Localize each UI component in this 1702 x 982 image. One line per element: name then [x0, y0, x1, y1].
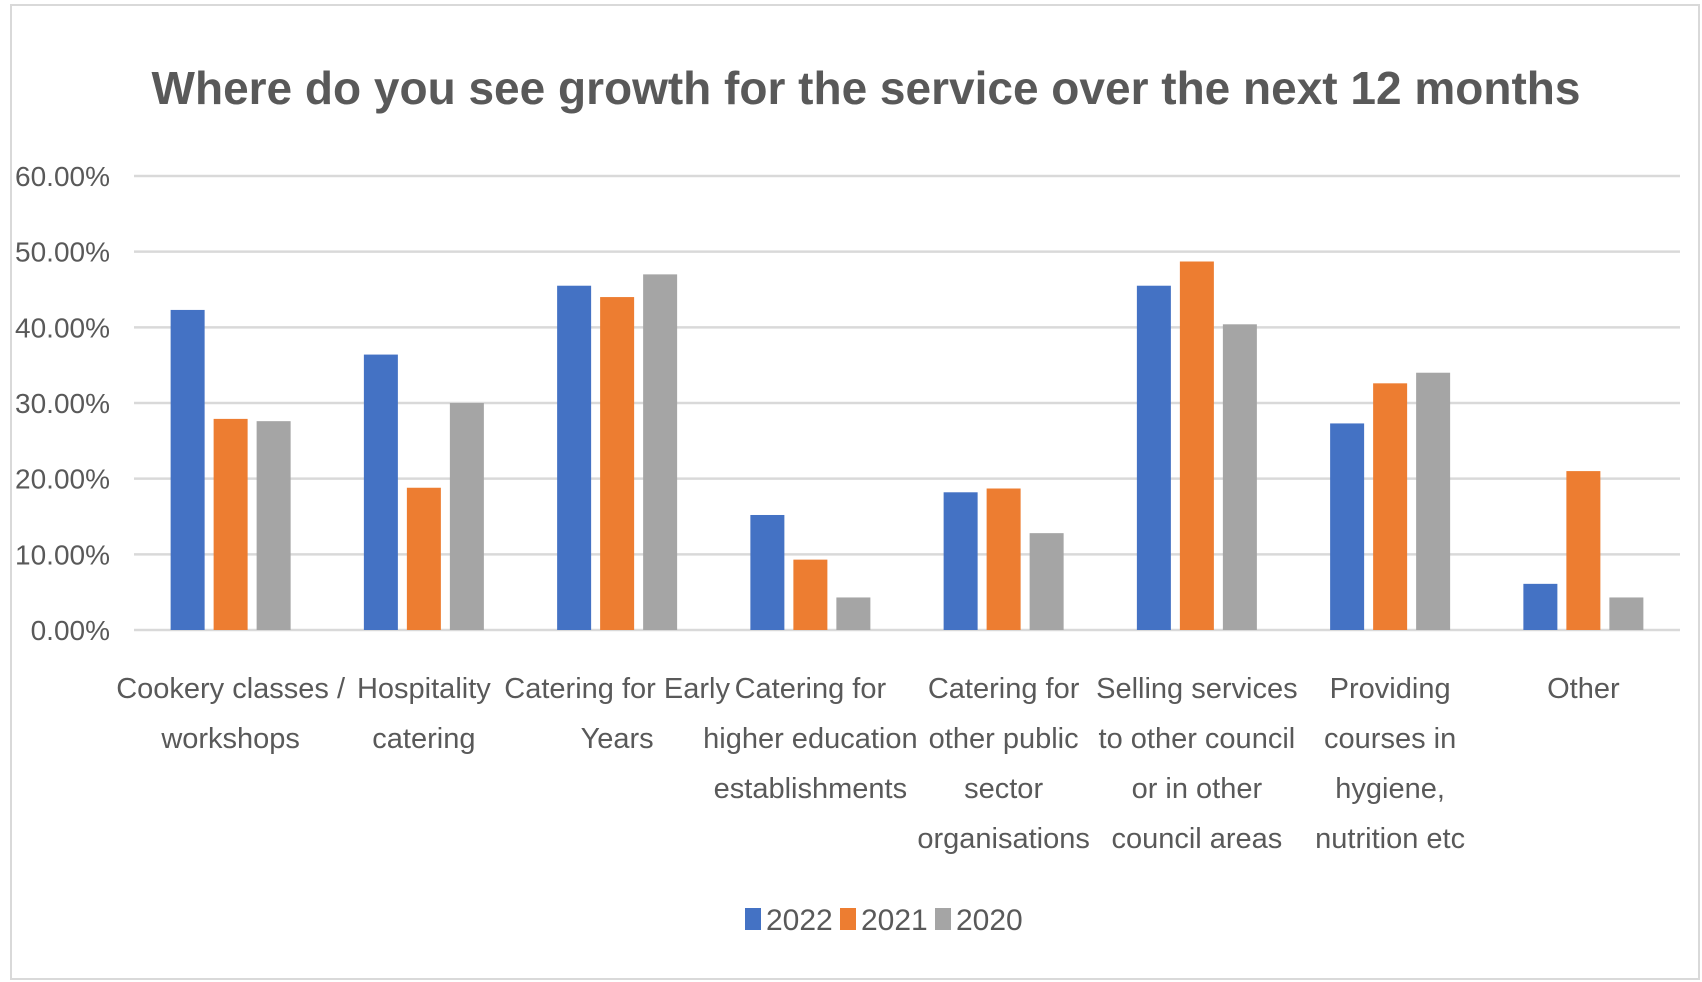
bar-2022-5 [1136, 285, 1171, 630]
bar-2020-6 [1416, 372, 1451, 630]
y-tick-label: 10.00% [15, 539, 110, 570]
bars [170, 261, 1644, 630]
bar-2021-6 [1373, 383, 1408, 630]
x-category-label: Selling services [1096, 673, 1297, 705]
x-category-label: sector [964, 773, 1043, 805]
x-category-label: hygiene, [1335, 773, 1445, 805]
x-category-label: to other council [1099, 723, 1296, 755]
x-category-label: Cookery classes / [116, 673, 346, 705]
bar-2021-3 [793, 559, 828, 630]
x-category-label: organisations [917, 823, 1090, 855]
bar-2021-5 [1179, 261, 1214, 630]
y-tick-label: 40.00% [15, 312, 110, 343]
legend-label-2021: 2021 [861, 904, 928, 937]
legend-label-2020: 2020 [956, 904, 1023, 937]
bar-2021-7 [1566, 471, 1601, 630]
legend-swatch-2021 [840, 908, 856, 930]
bar-2021-4 [986, 488, 1021, 630]
legend-swatch-2020 [935, 908, 951, 930]
y-tick-label: 0.00% [31, 615, 110, 646]
bar-chart: Where do you see growth for the service … [15, 62, 1680, 937]
x-category-label: higher education [703, 723, 917, 755]
bar-2020-3 [836, 597, 871, 630]
bar-2020-0 [256, 421, 291, 630]
x-category-label: Other [1547, 673, 1620, 705]
y-tick-label: 20.00% [15, 464, 110, 495]
x-category-label: courses in [1324, 723, 1456, 755]
bar-2022-4 [943, 492, 978, 630]
bar-2022-6 [1330, 423, 1365, 630]
chart-frame: Where do you see growth for the service … [10, 4, 1700, 980]
x-category-label: nutrition etc [1315, 823, 1465, 855]
x-category-label: other public [929, 723, 1079, 755]
y-tick-label: 60.00% [15, 161, 110, 192]
y-tick-label: 50.00% [15, 237, 110, 268]
x-category-label: workshops [160, 723, 300, 755]
bar-2022-1 [363, 354, 398, 630]
bar-2020-2 [643, 274, 678, 630]
bar-2021-2 [600, 297, 635, 630]
bar-2020-4 [1029, 533, 1064, 630]
x-category-label: Catering for [928, 673, 1080, 705]
bar-2022-3 [750, 514, 785, 630]
x-category-label: establishments [714, 773, 907, 805]
bar-2020-7 [1609, 597, 1644, 630]
x-category-label: Years [581, 723, 654, 755]
x-category-label: council areas [1111, 823, 1282, 855]
bar-2021-0 [213, 418, 248, 630]
legend-label-2022: 2022 [766, 904, 833, 937]
legend-swatch-2022 [745, 908, 761, 930]
bar-2022-0 [170, 309, 205, 630]
bar-2022-2 [557, 285, 592, 630]
x-category-label: Catering for Early [504, 673, 730, 705]
chart-title: Where do you see growth for the service … [152, 62, 1581, 114]
bar-2020-1 [449, 403, 484, 630]
bar-2020-5 [1222, 324, 1257, 630]
x-category-label: catering [372, 723, 475, 755]
x-axis-categories: Cookery classes / workshops Hospitality cat… [116, 673, 1620, 855]
y-tick-label: 30.00% [15, 388, 110, 419]
y-axis-ticks: 0.00% 10.00% 20.00% 30.00% 40.00% 50.00% 60.00… [15, 161, 110, 646]
legend: 2022 2021 2020 [745, 904, 1023, 937]
x-category-label: Catering for [735, 673, 887, 705]
x-category-label: Hospitality [357, 673, 491, 705]
x-category-label: Providing [1330, 673, 1451, 705]
bar-2021-1 [406, 487, 441, 630]
bar-2022-7 [1523, 583, 1558, 630]
x-category-label: or in other [1132, 773, 1263, 805]
